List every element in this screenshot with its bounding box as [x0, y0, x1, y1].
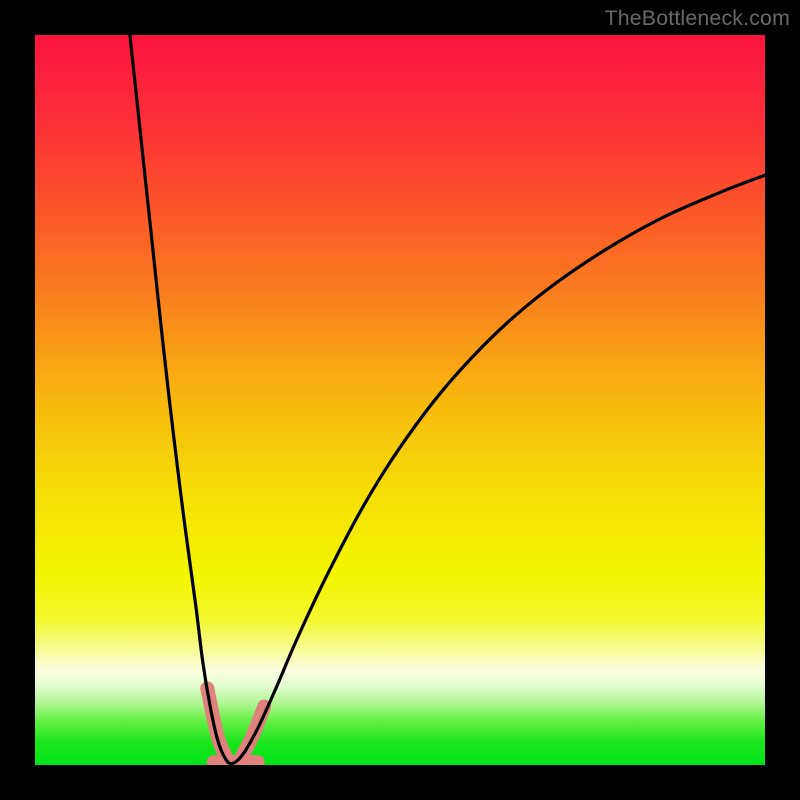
- watermark-text: TheBottleneck.com: [605, 6, 790, 31]
- bottleneck-curve-chart: [0, 0, 800, 800]
- chart-container: TheBottleneck.com: [0, 0, 800, 800]
- plot-area-gradient: [35, 35, 765, 765]
